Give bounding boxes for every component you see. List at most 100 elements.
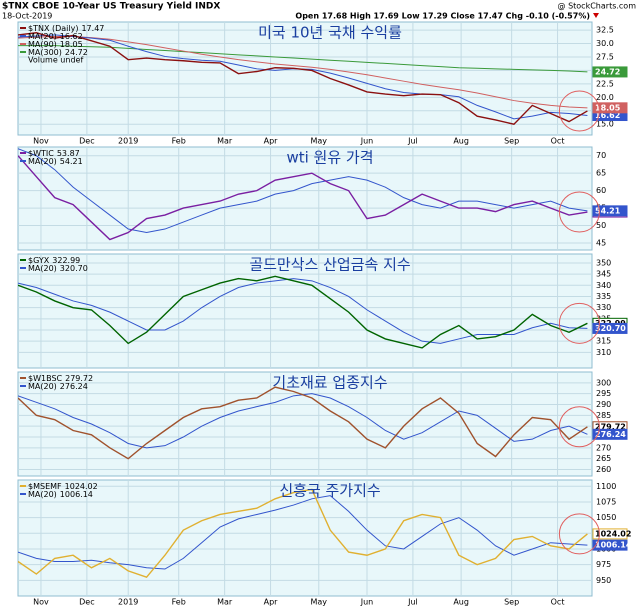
highlight-circle	[558, 191, 600, 233]
x-tick-label: 2019	[118, 137, 138, 146]
highlight-circle	[558, 513, 600, 555]
y-tick-label: 290	[596, 400, 611, 409]
panel-title: 미국 10년 국채 수익률	[258, 24, 402, 42]
legend-entry: MA(90) 18.05	[28, 40, 83, 49]
legend-value: 17.47	[81, 24, 104, 33]
legend-name: MA(20)	[28, 264, 57, 273]
y-tick-label: 22.5	[596, 79, 614, 88]
last-value-label: 320.70	[595, 324, 626, 333]
series-line	[18, 155, 588, 241]
x-tick-label: Feb	[172, 598, 186, 607]
last-value-box	[592, 102, 628, 114]
x-tick-label: Jul	[407, 137, 418, 146]
panel-background	[17, 253, 593, 369]
panel-title: 골드만삭스 산업금속 지수	[249, 256, 410, 274]
panel-background	[17, 146, 593, 251]
legend-name: $GYX	[28, 256, 50, 265]
x-tick-label: Apr	[264, 137, 279, 146]
x-tick-label: Mar	[217, 598, 233, 607]
panel-title: wti 원유 가격	[286, 149, 373, 167]
legend-name: MA(20)	[28, 157, 57, 166]
last-value-label: 1024.02	[595, 529, 631, 538]
y-tick-label: 285	[596, 411, 611, 420]
y-tick-label: 335	[596, 292, 611, 301]
y-tick-label: 1075	[596, 497, 616, 506]
y-tick-label: 45	[596, 239, 606, 248]
y-tick-label: 50	[596, 221, 606, 230]
y-tick-label: 975	[596, 560, 611, 569]
legend-entry: $WTIC 53.87	[28, 149, 80, 158]
x-tick-label: 2019	[118, 598, 138, 607]
legend-entry: MA(20) 16.62	[28, 32, 83, 41]
y-tick-label: 60	[596, 186, 606, 195]
source: @ StockCharts.com	[558, 2, 637, 11]
y-tick-label: 315	[596, 337, 611, 346]
last-value-box	[592, 528, 628, 540]
last-value-box	[592, 539, 628, 551]
series-line	[18, 36, 588, 109]
y-tick-label: 260	[596, 465, 611, 474]
legend-value: 1024.02	[65, 482, 98, 491]
x-tick-label: May	[311, 598, 328, 607]
last-value-label: 1006.14	[595, 541, 632, 550]
x-tick-label: Oct	[551, 137, 565, 146]
last-value-label: 54.21	[595, 206, 621, 215]
x-tick-label: Oct	[551, 598, 565, 607]
x-tick-label: Feb	[172, 137, 186, 146]
legend-entry: $GYX 322.99	[28, 256, 80, 265]
series-line	[18, 488, 588, 579]
x-tick-label: Sep	[504, 598, 519, 607]
x-tick-label: Jun	[360, 598, 374, 607]
legend-name: $WTIC	[28, 149, 54, 158]
y-tick-label: 20.0	[596, 93, 614, 102]
legend-entry: $MSEMF 1024.02	[28, 482, 98, 491]
legend-name: MA(20)	[28, 32, 57, 41]
legend-name: $TNX (Daily)	[28, 24, 78, 33]
panel-background	[17, 479, 593, 597]
down-arrow	[593, 13, 599, 18]
legend-value: 54.21	[60, 157, 83, 166]
legend-entry: MA(20) 276.24	[28, 382, 88, 391]
y-tick-label: 295	[596, 389, 611, 398]
x-tick-label: Sep	[504, 137, 519, 146]
legend-entry: MA(20) 54.21	[28, 157, 83, 166]
legend-value: 18.05	[60, 40, 83, 49]
y-tick-label: 27.5	[596, 52, 614, 61]
highlight-circle	[558, 406, 600, 448]
x-tick-label: Aug	[453, 137, 469, 146]
legend-name: MA(20)	[28, 382, 57, 391]
y-tick-label: 15.0	[596, 120, 614, 129]
legend-value: 279.72	[65, 374, 93, 383]
legend-value: 1006.14	[60, 490, 93, 499]
legend-value: 16.62	[60, 32, 83, 41]
legend-value: 320.70	[60, 264, 88, 273]
x-tick-label: Apr	[264, 598, 279, 607]
legend-entry: MA(20) 1006.14	[28, 490, 93, 499]
y-tick-label: 1050	[596, 513, 616, 522]
series-line	[18, 45, 588, 73]
x-tick-label: Jul	[407, 598, 418, 607]
legend-entry: $W1BSC 279.72	[28, 374, 93, 383]
highlight-circle	[558, 90, 600, 132]
series-line	[18, 148, 588, 234]
x-tick-label: Aug	[453, 598, 469, 607]
date: 18-Oct-2019	[2, 12, 52, 21]
last-value-box	[592, 322, 628, 334]
y-tick-label: 340	[596, 281, 611, 290]
y-tick-label: 265	[596, 454, 611, 463]
legend-name: MA(300)	[28, 48, 62, 57]
series-line	[18, 278, 588, 344]
x-tick-label: Dec	[79, 598, 94, 607]
y-tick-label: 300	[596, 378, 611, 387]
y-tick-label: 70	[596, 151, 606, 160]
panel-title: 신흥국 주가지수	[279, 482, 380, 500]
legend-name: $W1BSC	[28, 374, 63, 383]
y-tick-label: 270	[596, 443, 611, 452]
x-tick-label: Jun	[360, 137, 374, 146]
y-tick-label: 65	[596, 169, 606, 178]
last-value-box	[592, 66, 628, 78]
symbol-title: $TNX CBOE 10-Year US Treasury Yield INDX	[2, 2, 220, 12]
legend-entry: MA(20) 320.70	[28, 264, 88, 273]
